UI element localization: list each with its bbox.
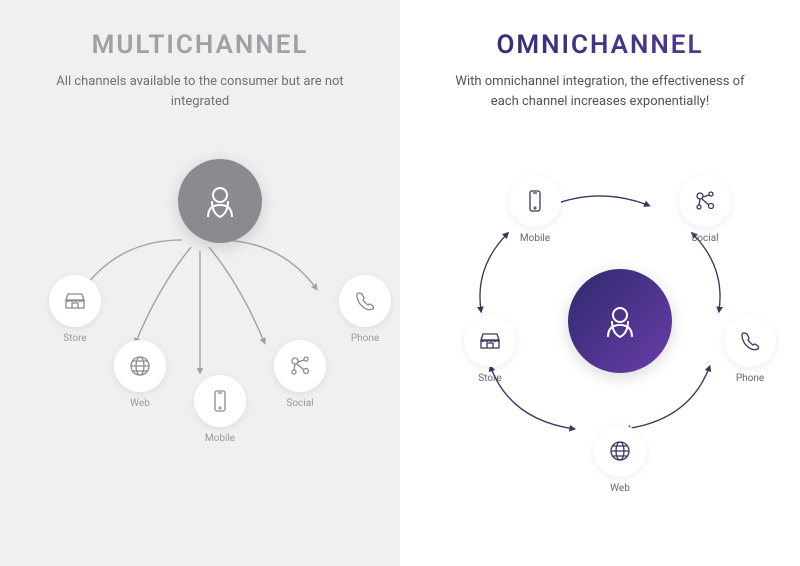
- store-label: Store: [63, 333, 86, 344]
- phone-node: Phone: [339, 275, 391, 344]
- phone-icon: [339, 275, 391, 327]
- social-label: Social: [691, 233, 718, 244]
- mobile-node: Mobile: [509, 175, 561, 244]
- omnichannel-diagram: Mobile Social Phone Web Store: [420, 131, 780, 511]
- store-node: Store: [464, 315, 516, 384]
- store-label: Store: [478, 373, 501, 384]
- person-icon: [178, 159, 262, 243]
- multichannel-panel: MULTICHANNEL All channels available to t…: [0, 0, 400, 566]
- web-label: Web: [610, 483, 630, 494]
- phone-label: Phone: [351, 333, 379, 344]
- mobile-label: Mobile: [520, 233, 550, 244]
- multichannel-diagram: Store Web Mobile Social Phone: [20, 131, 380, 511]
- mobile-node: Mobile: [194, 375, 246, 444]
- person-center: [568, 269, 672, 373]
- omnichannel-title: OMNICHANNEL: [420, 30, 780, 60]
- phone-label: Phone: [736, 373, 764, 384]
- store-node: Store: [49, 275, 101, 344]
- multichannel-subtitle: All channels available to the consumer b…: [20, 72, 380, 111]
- person-icon: [568, 269, 672, 373]
- social-icon: [274, 340, 326, 392]
- store-icon: [464, 315, 516, 367]
- person-center: [178, 159, 262, 243]
- phone-node: Phone: [724, 315, 776, 384]
- store-icon: [49, 275, 101, 327]
- web-node: Web: [594, 425, 646, 494]
- omnichannel-panel: OMNICHANNEL With omnichannel integration…: [400, 0, 800, 566]
- mobile-icon: [194, 375, 246, 427]
- social-icon: [679, 175, 731, 227]
- omnichannel-subtitle: With omnichannel integration, the effect…: [420, 72, 780, 111]
- web-icon: [114, 340, 166, 392]
- social-node: Social: [274, 340, 326, 409]
- multichannel-title: MULTICHANNEL: [20, 30, 380, 60]
- mobile-label: Mobile: [205, 433, 235, 444]
- mobile-icon: [509, 175, 561, 227]
- phone-icon: [724, 315, 776, 367]
- web-icon: [594, 425, 646, 477]
- social-label: Social: [286, 398, 313, 409]
- web-node: Web: [114, 340, 166, 409]
- web-label: Web: [130, 398, 150, 409]
- social-node: Social: [679, 175, 731, 244]
